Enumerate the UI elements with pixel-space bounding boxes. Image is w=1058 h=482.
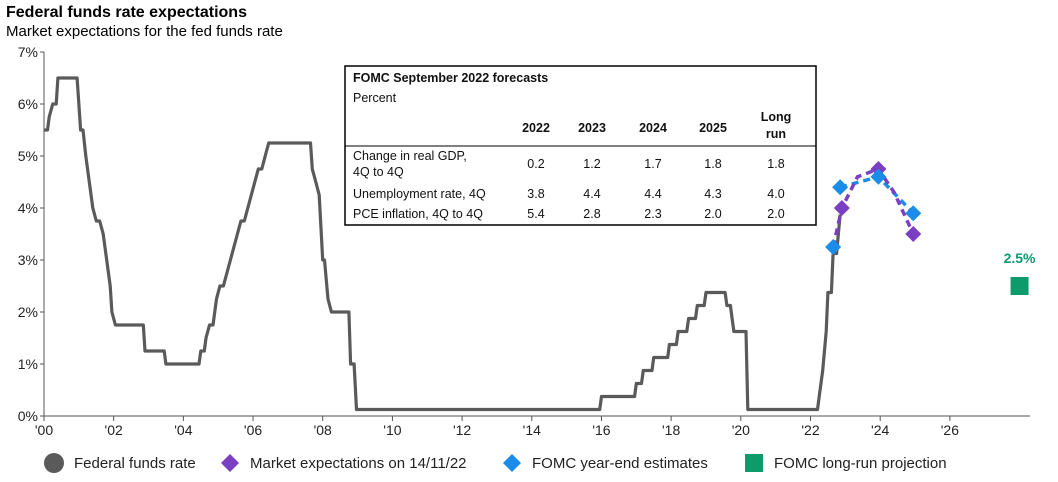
table-cell: 2.0 <box>767 207 784 221</box>
chart-axes: 0% 1% 2% 3% 4% 5% 6% 7% '00 '02 '04 '06 '08 '10 '12 '14… <box>18 44 1030 438</box>
x-tick-label: '26 <box>941 422 959 438</box>
table-title: FOMC September 2022 forecasts <box>353 71 548 85</box>
table-cell: 2.8 <box>583 207 600 221</box>
market-expectation-point <box>833 200 850 216</box>
chart-subtitle: Market expectations for the fed funds ra… <box>6 23 283 40</box>
x-tick-label: '06 <box>244 422 262 438</box>
y-tick-label: 6% <box>18 96 38 112</box>
table-cell: 0.2 <box>527 157 544 171</box>
forecast-table: FOMC September 2022 forecasts Percent 2022… <box>344 65 817 226</box>
fomc-estimate-point <box>905 205 922 222</box>
y-tick-label: 5% <box>18 148 38 164</box>
x-tick-label: '08 <box>314 422 332 438</box>
table-column-header: 2022 <box>522 121 550 135</box>
table-column-header: 2023 <box>578 121 606 135</box>
chart-title: Federal funds rate expectations <box>6 4 247 21</box>
table-cell: 2.0 <box>704 207 721 221</box>
table-column-header: 2024 <box>639 121 667 135</box>
fomc-estimate-point <box>832 179 849 196</box>
legend-marker-diamond <box>503 454 521 472</box>
legend-label: Federal funds rate <box>74 455 196 472</box>
x-tick-label: '14 <box>523 422 541 438</box>
table-column-header: 2025 <box>699 121 727 135</box>
legend-marker-square <box>745 454 763 472</box>
legend-marker-diamond <box>221 454 239 472</box>
table-cell: 4.4 <box>644 187 661 201</box>
fomc-estimate-point <box>870 168 887 185</box>
table-column-header: Long <box>761 110 792 124</box>
table-cell: 1.2 <box>583 157 600 171</box>
x-tick-label: '20 <box>732 422 750 438</box>
x-tick-label: '02 <box>105 422 123 438</box>
x-tick-label: '16 <box>592 422 610 438</box>
table-cell: 4.4 <box>583 187 600 201</box>
table-row-label: PCE inflation, 4Q to 4Q <box>353 207 483 221</box>
table-cell: 1.8 <box>767 157 784 171</box>
table-cell: 2.3 <box>644 207 661 221</box>
x-tick-label: '04 <box>174 422 192 438</box>
table-column-header: run <box>766 127 786 141</box>
table-cell: 1.8 <box>704 157 721 171</box>
fomc-estimate-point <box>825 239 842 255</box>
legend-label: Market expectations on 14/11/22 <box>250 455 467 472</box>
table-cell: 4.3 <box>704 187 721 201</box>
series-market-expectations <box>831 166 915 248</box>
table-cell: 1.7 <box>644 157 661 171</box>
y-tick-label: 7% <box>18 44 38 60</box>
y-tick-label: 0% <box>18 408 38 424</box>
chart-markers: 2.5% <box>825 161 1036 295</box>
table-cell: 3.8 <box>527 187 544 201</box>
table-cell: 5.4 <box>527 207 544 221</box>
market-expectation-point <box>905 226 922 242</box>
legend-marker-circle <box>44 453 64 473</box>
x-tick-label: '18 <box>662 422 680 438</box>
long-run-projection-point <box>1010 277 1029 295</box>
table-row-label: 4Q to 4Q <box>353 165 404 179</box>
chart-legend: Federal funds rate Market expectations on… <box>44 453 947 473</box>
table-unit: Percent <box>353 91 397 105</box>
table-row-label: Unemployment rate, 4Q <box>353 187 486 201</box>
y-tick-label: 2% <box>18 304 38 320</box>
long-run-projection-label: 2.5% <box>1004 250 1036 266</box>
x-tick-label: '10 <box>383 422 401 438</box>
series-federal-funds-rate <box>44 76 842 412</box>
x-tick-label: '24 <box>871 422 889 438</box>
y-tick-label: 3% <box>18 252 38 268</box>
y-tick-label: 1% <box>18 356 38 372</box>
legend-label: FOMC year-end estimates <box>532 455 708 472</box>
x-tick-label: '22 <box>801 422 819 438</box>
table-cell: 4.0 <box>767 187 784 201</box>
x-tick-label: '00 <box>35 422 53 438</box>
x-tick-label: '12 <box>453 422 471 438</box>
y-tick-label: 4% <box>18 200 38 216</box>
legend-label: FOMC long-run projection <box>774 455 947 472</box>
table-row-label: Change in real GDP, <box>353 149 467 163</box>
